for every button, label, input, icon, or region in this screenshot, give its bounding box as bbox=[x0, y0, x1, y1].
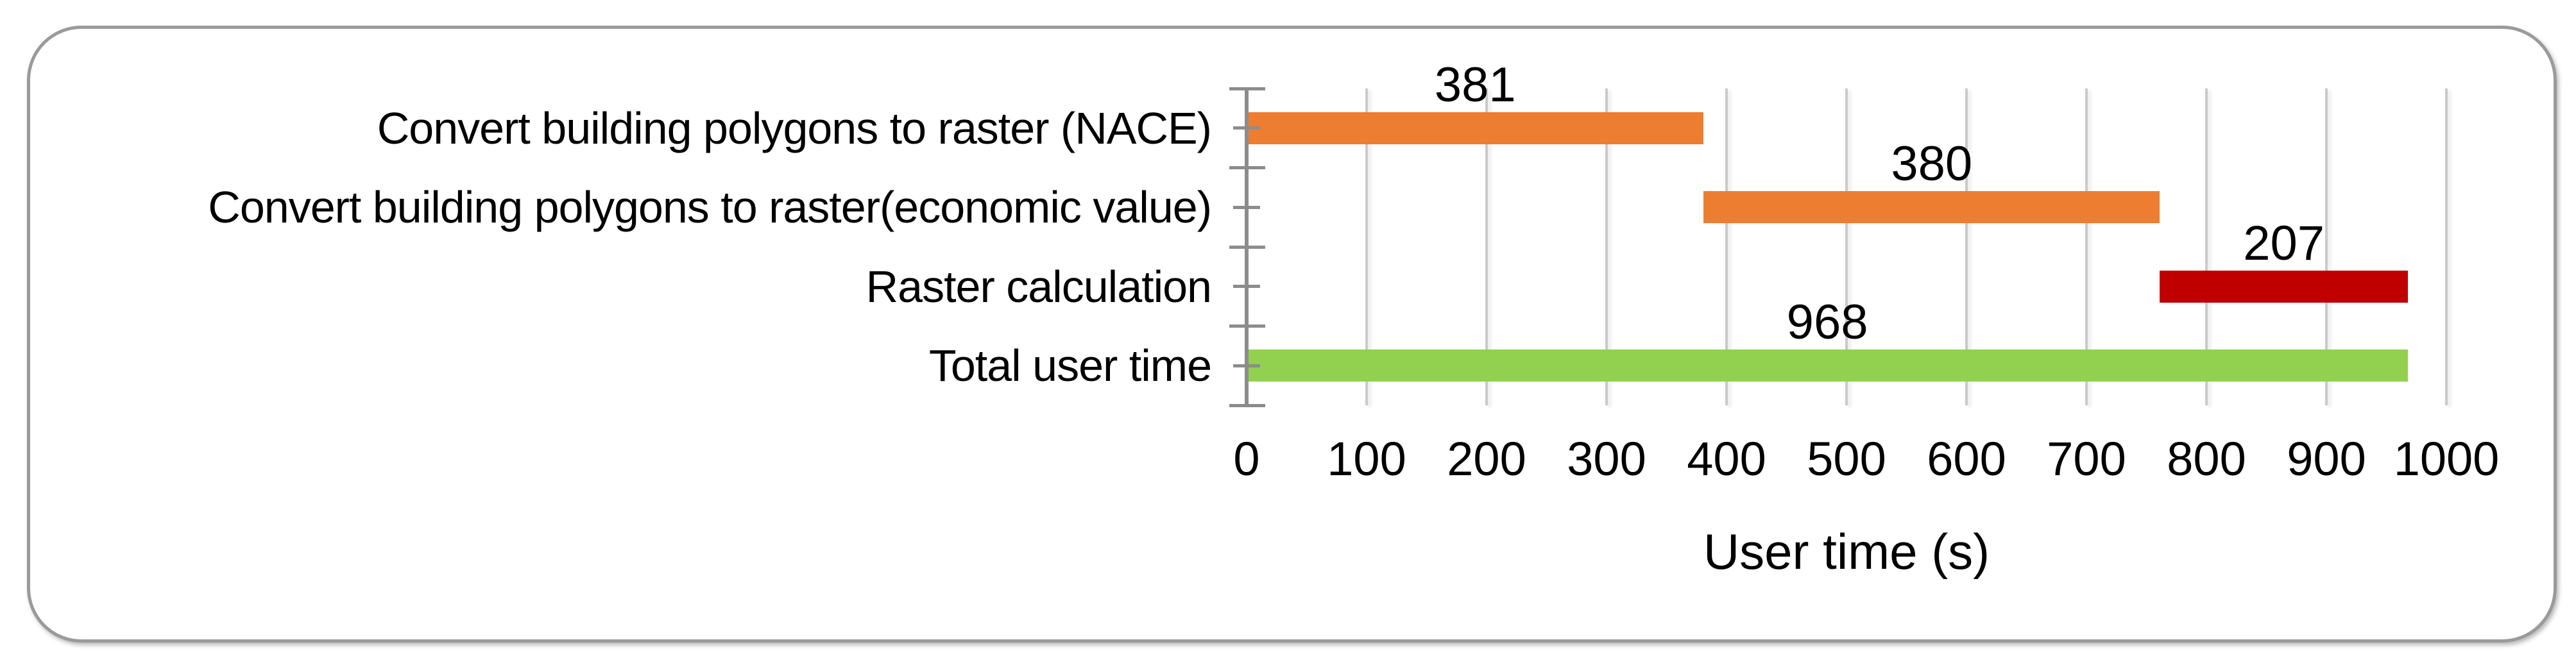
gridline bbox=[2445, 88, 2448, 405]
bar bbox=[1247, 112, 1704, 144]
x-tick-label: 800 bbox=[2167, 432, 2246, 485]
category-label: Raster calculation bbox=[866, 261, 1212, 312]
gridline bbox=[1485, 88, 1488, 405]
gridline bbox=[2205, 88, 2208, 405]
category-label: Total user time bbox=[928, 341, 1212, 391]
gridline bbox=[2085, 88, 2088, 405]
x-tick-label: 700 bbox=[2047, 432, 2126, 485]
gridline bbox=[1605, 88, 1608, 405]
x-tick-label: 300 bbox=[1567, 432, 1646, 485]
bar-value-label: 380 bbox=[1891, 137, 1973, 192]
bar-value-label: 381 bbox=[1434, 57, 1516, 112]
gridline bbox=[1845, 88, 1848, 405]
bar-value-label: 968 bbox=[1786, 295, 1868, 350]
category-label: Convert building polygons to raster(econ… bbox=[208, 182, 1212, 233]
bar bbox=[1703, 191, 2160, 224]
axis-tick-major bbox=[1229, 403, 1265, 407]
axis-tick-major bbox=[1229, 245, 1265, 249]
x-tick-label: 0 bbox=[1233, 432, 1260, 485]
x-tick-label: 500 bbox=[1807, 432, 1886, 485]
category-label: Convert building polygons to raster (NAC… bbox=[377, 103, 1212, 153]
axis-tick-minor bbox=[1233, 126, 1260, 130]
bar bbox=[2160, 270, 2409, 303]
bar bbox=[1247, 349, 2409, 382]
x-axis-title: User time (s) bbox=[1703, 523, 1990, 580]
axis-tick-major bbox=[1229, 324, 1265, 328]
gridline bbox=[1965, 88, 1968, 405]
gridline bbox=[2325, 88, 2328, 405]
x-tick-label: 900 bbox=[2287, 432, 2366, 485]
x-tick-label: 1000 bbox=[2393, 432, 2500, 485]
axis-tick-major bbox=[1229, 87, 1265, 90]
bar-value-label: 207 bbox=[2243, 215, 2325, 271]
x-tick-label: 100 bbox=[1327, 432, 1406, 485]
axis-tick-major bbox=[1229, 166, 1265, 169]
axis-tick-minor bbox=[1233, 364, 1260, 367]
x-tick-label: 400 bbox=[1687, 432, 1766, 485]
x-tick-label: 200 bbox=[1447, 432, 1526, 485]
gridline bbox=[1725, 88, 1728, 405]
axis-tick-minor bbox=[1233, 205, 1260, 209]
gridline bbox=[1365, 88, 1368, 405]
x-tick-label: 600 bbox=[1927, 432, 2006, 485]
axis-tick-minor bbox=[1233, 285, 1260, 289]
